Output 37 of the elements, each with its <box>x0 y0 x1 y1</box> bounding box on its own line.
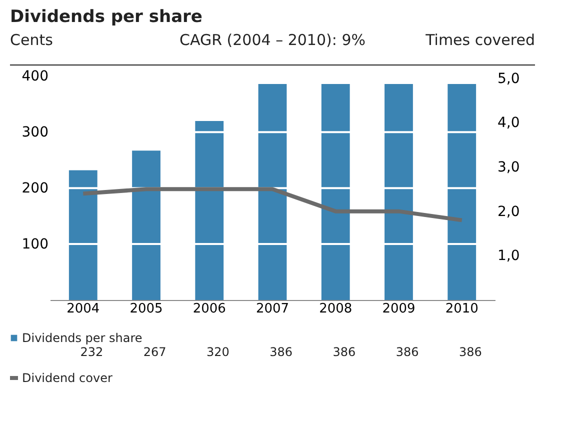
bar <box>195 120 224 300</box>
data-label: 386 <box>458 345 482 359</box>
x-tick-label: 2006 <box>192 302 226 316</box>
x-tick-label: 2007 <box>256 302 290 316</box>
y2-tick-label: 5,0 <box>498 70 520 87</box>
data-label: 267 <box>143 345 166 359</box>
bar <box>448 84 476 300</box>
data-label: 320 <box>206 345 230 359</box>
data-label: 386 <box>270 345 292 359</box>
bar <box>384 84 413 300</box>
line-series <box>81 187 464 222</box>
y-tick-label: 100 <box>22 236 48 253</box>
y-axis-title: Cents <box>10 31 54 49</box>
y2-tick-label: 2,0 <box>498 204 520 220</box>
y-tick-label: 400 <box>22 68 48 85</box>
y2-tick-label: 1,0 <box>498 248 520 264</box>
x-tick-label: 2005 <box>130 302 163 316</box>
y2-axis-title: Times covered <box>424 31 535 49</box>
legend-label: Dividends per share <box>22 331 142 345</box>
x-tick-label: 2010 <box>445 302 478 316</box>
y-tick-label: 300 <box>22 124 48 141</box>
bar <box>68 170 98 300</box>
y-tick-label: 200 <box>22 180 48 197</box>
bar <box>258 84 287 300</box>
chart-title: Dividends per share <box>10 7 202 27</box>
data-label: 386 <box>396 345 419 359</box>
y2-tick-label: 3,0 <box>498 159 520 176</box>
chart-subtitle: CAGR (2004 – 2010): 9% <box>180 31 366 49</box>
data-label: 386 <box>332 345 356 359</box>
legend-label: Dividend cover <box>22 371 112 385</box>
x-tick-label: 2008 <box>319 302 352 316</box>
y2-tick-label: 4,0 <box>498 115 520 132</box>
bar <box>132 150 160 300</box>
bar <box>321 84 350 300</box>
x-tick-label: 2004 <box>66 302 100 316</box>
data-label: 232 <box>80 345 104 359</box>
x-tick-label: 2009 <box>382 302 416 316</box>
